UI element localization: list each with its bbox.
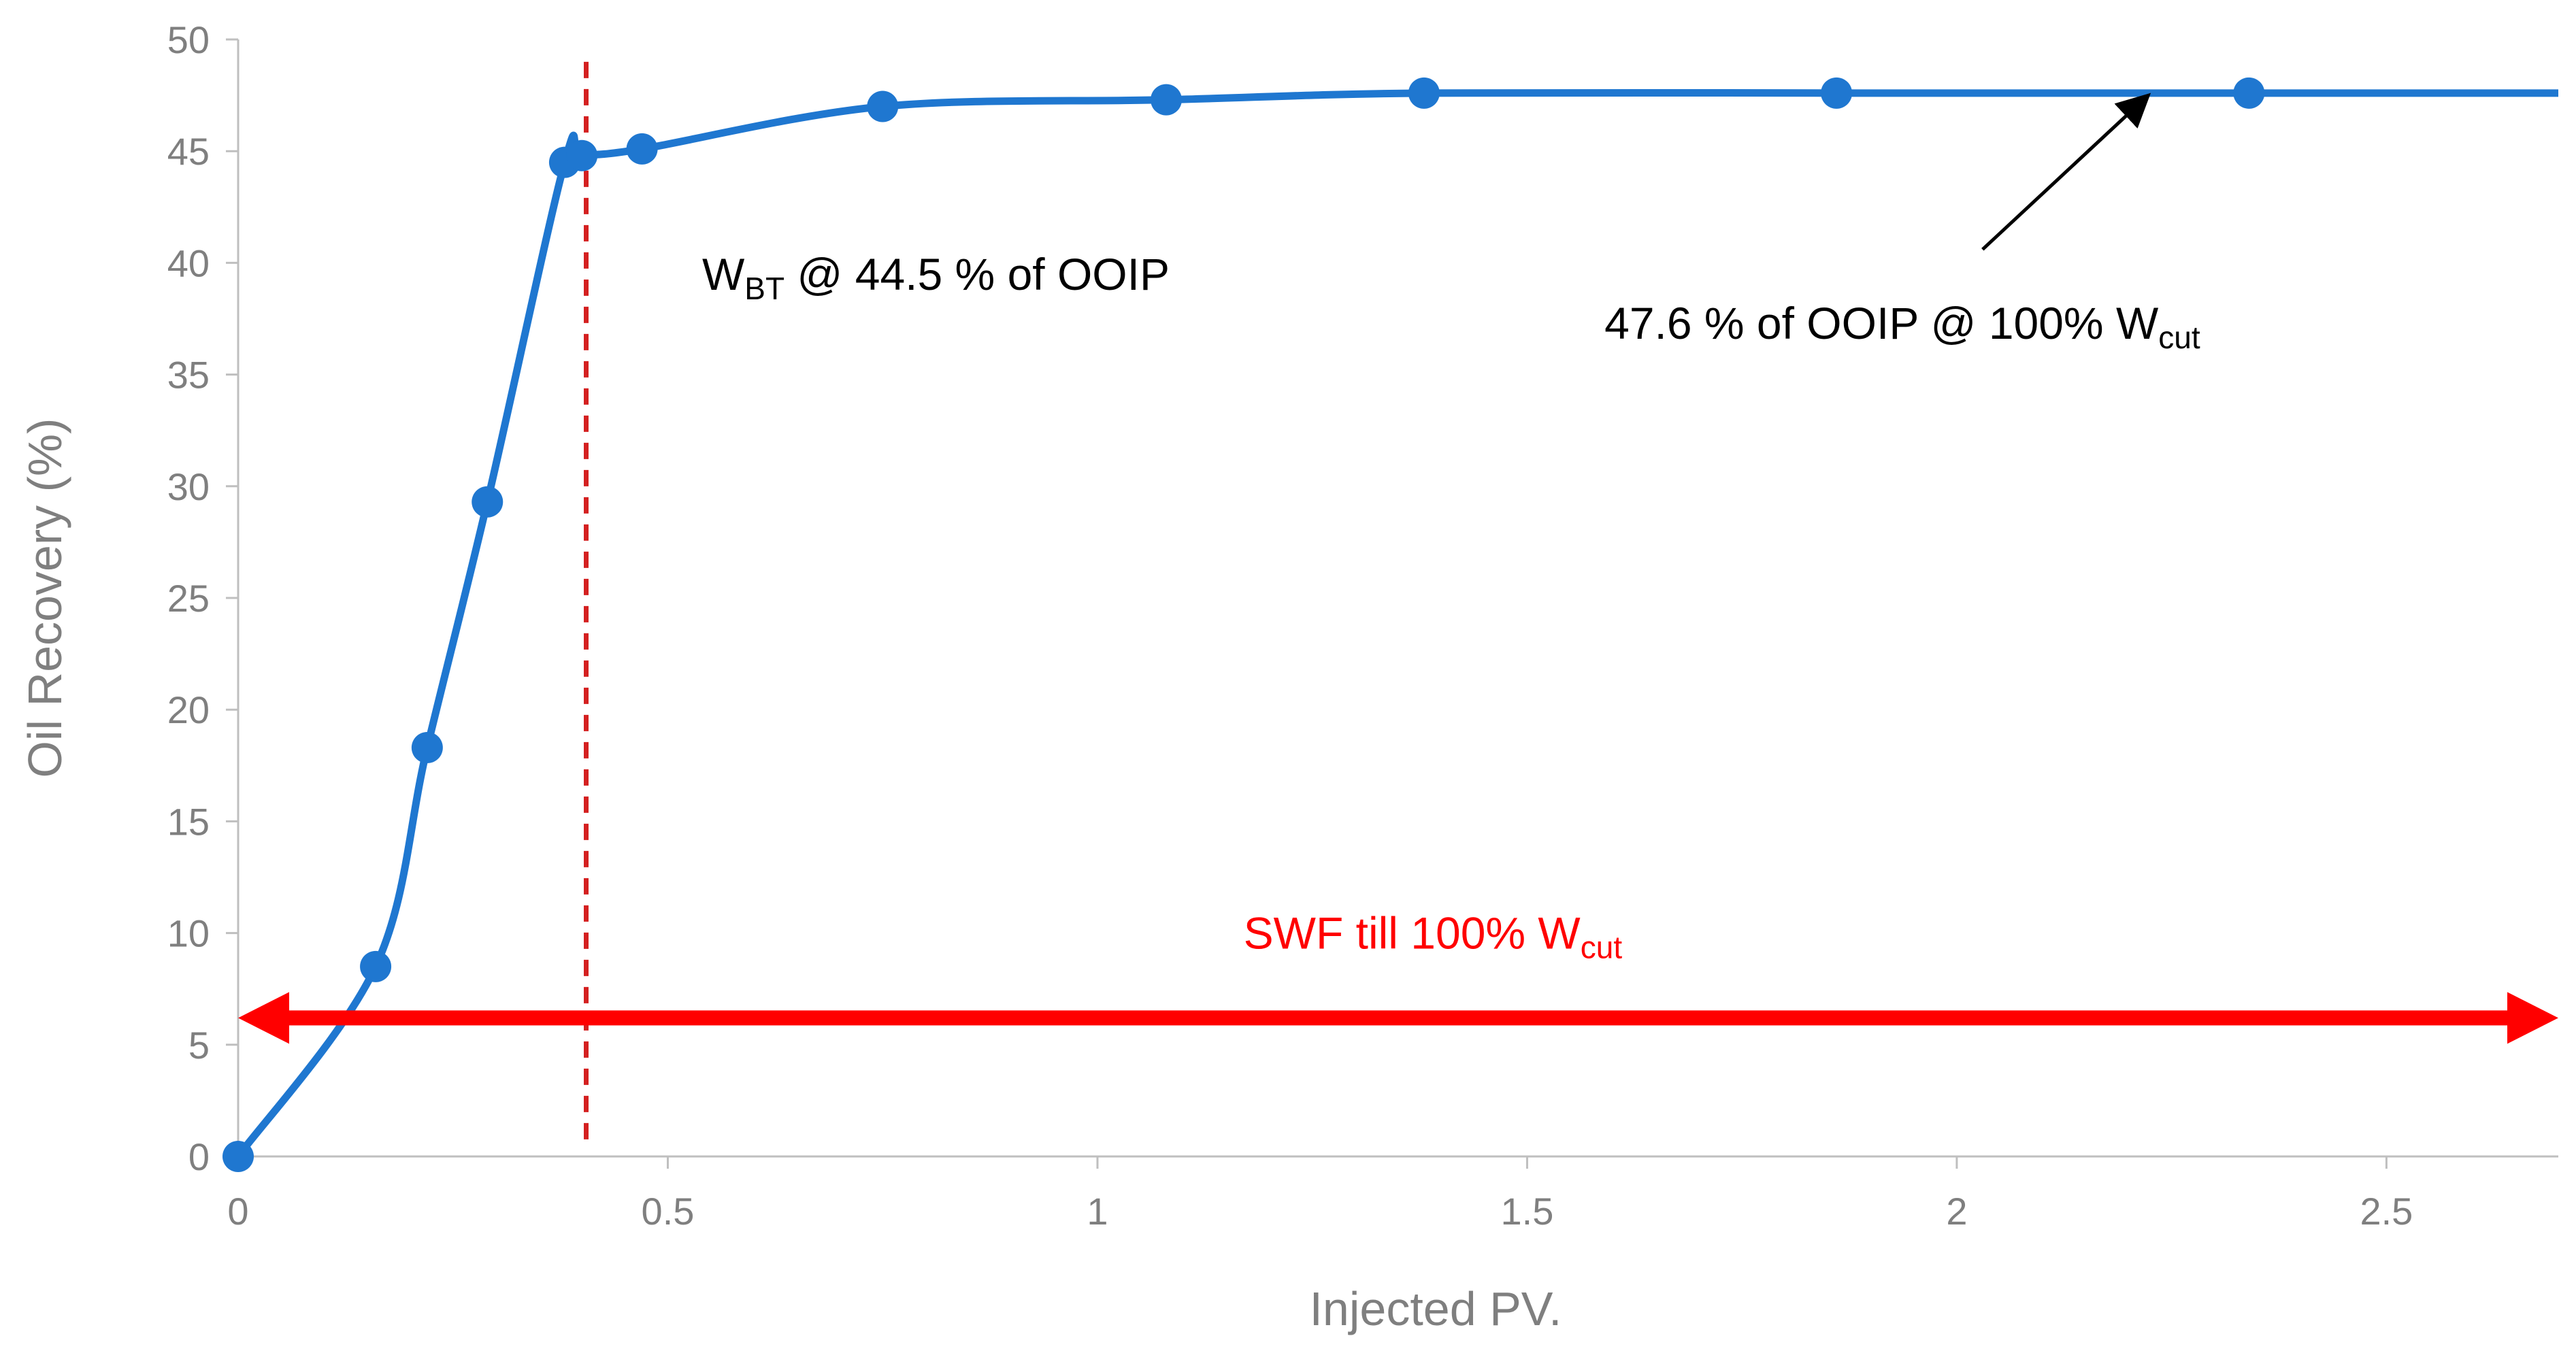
y-tick-label: 45 bbox=[167, 130, 210, 173]
x-tick-label: 0 bbox=[227, 1190, 248, 1233]
data-point bbox=[222, 1141, 254, 1172]
final-recovery-arrow bbox=[1981, 93, 2151, 251]
y-tick-label: 30 bbox=[167, 465, 210, 508]
data-point bbox=[867, 90, 899, 122]
x-tick-label: 2.5 bbox=[2360, 1190, 2413, 1233]
annotation-swf: SWF till 100% Wcut bbox=[1244, 908, 1623, 965]
data-point bbox=[411, 732, 443, 764]
x-tick-label: 2 bbox=[1946, 1190, 1967, 1233]
y-axis-title: Oil Recovery (%) bbox=[18, 418, 71, 778]
y-tick-label: 50 bbox=[167, 18, 210, 61]
y-tick-label: 20 bbox=[167, 688, 210, 731]
annotation-final-recovery: 47.6 % of OOIP @ 100% Wcut bbox=[1604, 298, 2200, 355]
swf-arrow-head-right bbox=[2507, 992, 2558, 1044]
axes: 0 5 10 15 20 25 30 35 40 45 50 0 0.5 1 1.5 2 2.5 bbox=[167, 18, 2558, 1233]
data-point bbox=[1408, 77, 1440, 109]
data-point bbox=[566, 139, 598, 171]
annotation-arrows bbox=[238, 93, 2558, 1044]
data-point bbox=[1821, 77, 1853, 109]
y-tick-label: 5 bbox=[188, 1024, 210, 1067]
y-tick-label: 25 bbox=[167, 577, 210, 620]
x-tick-label: 0.5 bbox=[642, 1190, 695, 1233]
data-point bbox=[626, 133, 658, 165]
series-oil-recovery bbox=[222, 77, 2558, 1172]
x-axis-title: Injected PV. bbox=[1309, 1282, 1562, 1335]
y-tick-label: 35 bbox=[167, 354, 210, 397]
data-point bbox=[2233, 77, 2265, 109]
y-tick-label: 10 bbox=[167, 912, 210, 955]
x-tick-label: 1.5 bbox=[1501, 1190, 1554, 1233]
data-point bbox=[360, 950, 392, 982]
y-tick-label: 0 bbox=[188, 1135, 210, 1178]
y-tick-label: 40 bbox=[167, 241, 210, 284]
swf-arrow-head-left bbox=[238, 992, 289, 1044]
data-point bbox=[472, 486, 503, 518]
data-point bbox=[1151, 84, 1182, 116]
x-tick-label: 1 bbox=[1087, 1190, 1108, 1233]
annotation-breakthrough: WBT @ 44.5 % of OOIP bbox=[702, 249, 1170, 306]
y-tick-label: 15 bbox=[167, 800, 210, 843]
